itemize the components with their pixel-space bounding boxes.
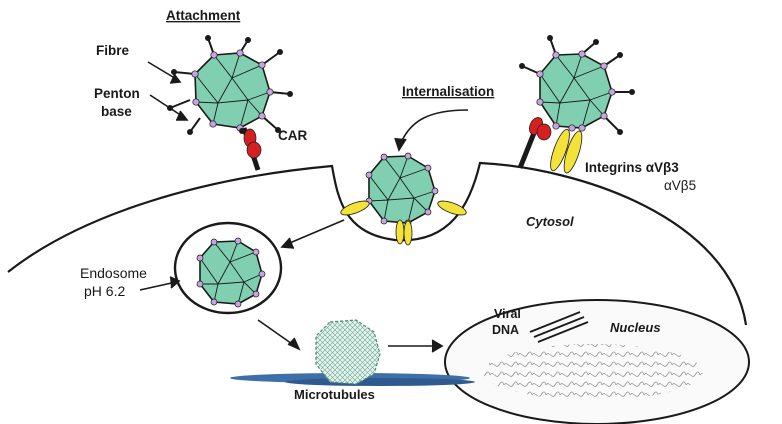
viral-dna-strands [529, 311, 589, 343]
label-integrins: Integrins αVβ3 [585, 160, 679, 175]
label-nucleus: Nucleus [610, 320, 661, 335]
label-internalisation: Internalisation [402, 84, 494, 99]
cell-membrane [7, 161, 748, 326]
label-penton-base-1: Penton [94, 86, 140, 101]
label-cytosol: Cytosol [526, 214, 574, 229]
endosome [173, 221, 283, 315]
label-endosome-1: Endosome [80, 265, 147, 281]
label-microtubules: Microtubules [294, 387, 375, 402]
label-fibre: Fibre [96, 43, 129, 58]
label-attachment: Attachment [166, 8, 241, 23]
virus-integrins [517, 35, 635, 174]
label-viral-2: DNA [492, 323, 519, 337]
label-viral-1: Viral [494, 307, 521, 321]
virus-attachment [167, 35, 293, 171]
label-penton-base-2: base [101, 104, 132, 119]
arrows [139, 61, 469, 353]
chromatin [483, 344, 703, 400]
virus-internalising [340, 152, 467, 246]
label-car: CAR [278, 128, 307, 143]
label-integrins-2: αVβ5 [664, 178, 696, 193]
virus-endosome [196, 237, 266, 308]
virus-disassembled [315, 319, 381, 385]
label-endosome-2: pH 6.2 [84, 283, 125, 299]
